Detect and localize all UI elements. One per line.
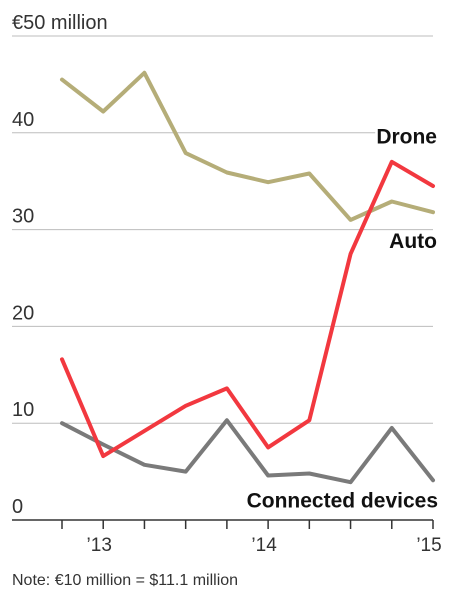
y-tick-label: €50 million [12, 12, 108, 34]
y-tick-label: 20 [12, 302, 34, 324]
series-lines [60, 70, 435, 485]
y-tick-label: 30 [12, 206, 34, 228]
footnote: Note: €10 million = $11.1 million [12, 572, 238, 589]
series-label-halo: Connected devices [247, 489, 438, 512]
y-axis-ticks: 0 10 20 30 40 €50 million [12, 12, 108, 518]
x-tick-label: ’15 [416, 535, 441, 556]
y-tick-label: 40 [12, 109, 34, 131]
y-tick-label: 0 [12, 496, 23, 518]
series-line-connected-devices [60, 418, 435, 485]
gridlines [12, 35, 433, 424]
series-line-drone [60, 159, 435, 459]
x-tick-label: ’14 [251, 535, 277, 556]
series-label-halo: Auto [389, 230, 437, 253]
series-label-drone: Drone [376, 125, 437, 148]
series-label-halo: Drone [376, 125, 437, 148]
series-label-connected-devices: Connected devices [247, 489, 438, 512]
x-tick-label: ’13 [87, 535, 112, 556]
series-label-auto: Auto [389, 230, 437, 253]
x-axis: ’13 ’14 ’15 [12, 519, 442, 556]
y-tick-label: 10 [12, 399, 34, 421]
